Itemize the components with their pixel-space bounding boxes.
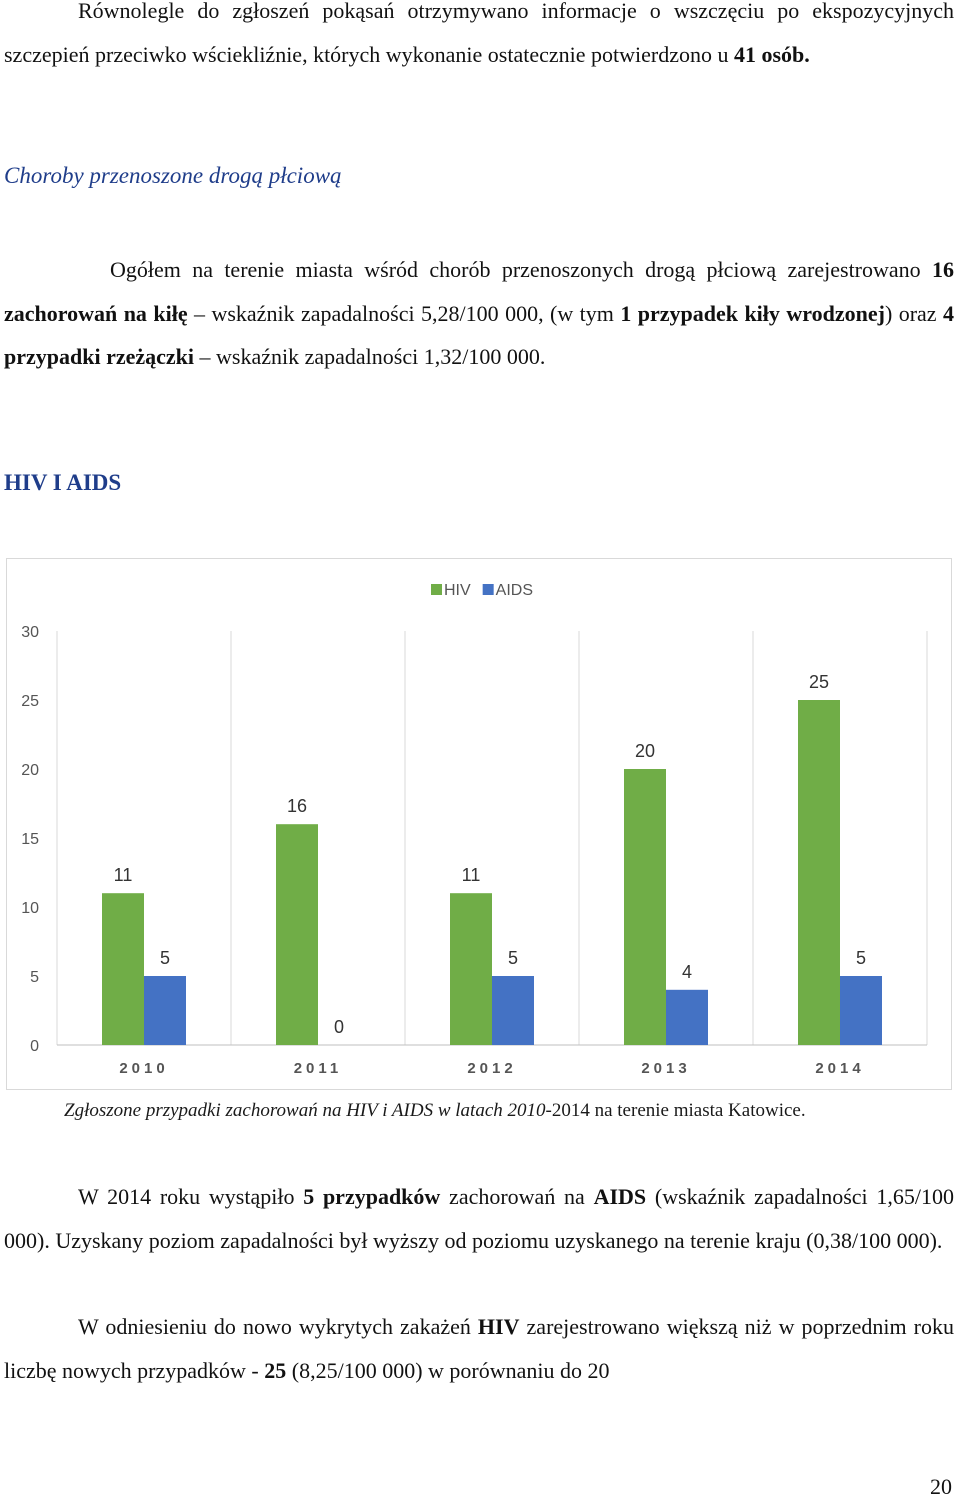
paragraph-text: – wskaźnik zapadalności 1,32/100 000. [194, 344, 546, 369]
data-label: 11 [114, 865, 133, 885]
bar-hiv [798, 700, 840, 1045]
y-tick-label: 25 [21, 693, 39, 710]
paragraph-text: (wskaźnik zapadalności 1,65/100 000). Uz… [4, 1184, 955, 1253]
bar-hiv [276, 824, 318, 1045]
data-label: 16 [287, 796, 307, 816]
paragraph-hiv: W odniesieniu do nowo wykrytych zakażeń … [4, 1305, 954, 1392]
hiv-aids-chart: 0 5 10 15 20 25 30 11 5 2010 16 0 2011 11 5 2012 20 4 2013… [6, 558, 952, 1090]
data-label: 5 [160, 948, 170, 968]
x-tick-label: 2011 [294, 1060, 343, 1077]
chart-caption: Zgłoszone przypadki zachorowań na HIV i … [64, 1100, 806, 1122]
paragraph-text: zarejestrowano większą niż w poprzednim … [4, 1314, 954, 1383]
data-label: 20 [635, 741, 655, 761]
bold-hiv: HIV [477, 1314, 520, 1339]
x-tick-label: 2014 [815, 1060, 864, 1077]
y-tick-label: 20 [21, 762, 39, 779]
bar-aids [492, 976, 534, 1045]
data-label: 25 [809, 672, 829, 692]
bar-aids [144, 976, 186, 1045]
caption-italic: Zgłoszone przypadki zachorowań na HIV i … [64, 1100, 546, 1121]
y-tick-label: 15 [21, 831, 39, 848]
paragraph-text: W odniesieniu do nowo wykrytych zakażeń [78, 1314, 478, 1339]
bar-aids [840, 976, 882, 1045]
page-number: 20 [930, 1474, 952, 1499]
data-label: 4 [682, 962, 692, 982]
chart-svg: 0 5 10 15 20 25 30 11 5 2010 16 0 2011 11 5 2012 20 4 2013… [21, 582, 928, 1077]
legend-label: HIV [444, 582, 471, 599]
bold-aids: AIDS [593, 1184, 647, 1209]
data-label: 11 [462, 865, 481, 885]
paragraph-text: W 2014 roku wystąpiło [78, 1184, 304, 1209]
x-tick-label: 2010 [119, 1060, 168, 1077]
y-tick-label: 0 [30, 1038, 39, 1055]
bold-syphilis: 16 zachorowań na kiłę [4, 257, 954, 326]
caption-normal: -2014 na terenie miasta Katowice. [545, 1100, 806, 1121]
bar-hiv [624, 769, 666, 1045]
bold-gonorrhea: 4 przypadki rzeżączki [4, 300, 954, 370]
paragraph-aids: W 2014 roku wystąpiło 5 przypadków zacho… [4, 1175, 954, 1262]
paragraph-rabies: Równolegle do zgłoszeń pokąsań otrzymywa… [4, 0, 954, 76]
paragraph-text: Ogółem na terenie miasta wśród chorób pr… [110, 257, 932, 282]
legend-swatch [482, 584, 494, 595]
bold-congenital: 1 przypadek kiły wrodzonej [620, 300, 885, 326]
section-heading-std: Choroby przenoszone drogą płciową [4, 163, 342, 188]
legend-label: AIDS [496, 582, 533, 599]
paragraph-std: Ogółem na terenie miasta wśród chorób pr… [4, 248, 954, 379]
paragraph-text: zachorowań na [440, 1184, 594, 1209]
legend-swatch [431, 584, 442, 595]
bold-period: . [804, 41, 810, 67]
x-tick-label: 2012 [467, 1060, 516, 1077]
y-tick-label: 10 [21, 900, 39, 917]
data-label: 5 [508, 948, 518, 968]
y-tick-label: 30 [21, 624, 39, 641]
y-tick-label: 5 [30, 969, 39, 986]
bar-hiv [102, 893, 144, 1045]
bar-hiv [450, 893, 492, 1045]
bold-count: 41 osób [734, 41, 805, 67]
x-tick-label: 2013 [641, 1060, 690, 1077]
paragraph-text: Równolegle do zgłoszeń pokąsań otrzymywa… [4, 0, 954, 67]
data-label: 0 [334, 1017, 344, 1037]
bar-aids [666, 989, 708, 1045]
paragraph-text: ) oraz [884, 300, 943, 326]
paragraph-text: (8,25/100 000) w porównaniu do 20 [286, 1357, 610, 1383]
bold-aids-count: 5 przypadków [303, 1184, 441, 1209]
data-label: 5 [856, 948, 866, 968]
section-heading-hiv: HIV I AIDS [4, 470, 122, 495]
paragraph-text: – wskaźnik zapadalności 5,28/100 000, (w… [187, 300, 621, 326]
bold-hiv-count: 25 [264, 1357, 287, 1383]
